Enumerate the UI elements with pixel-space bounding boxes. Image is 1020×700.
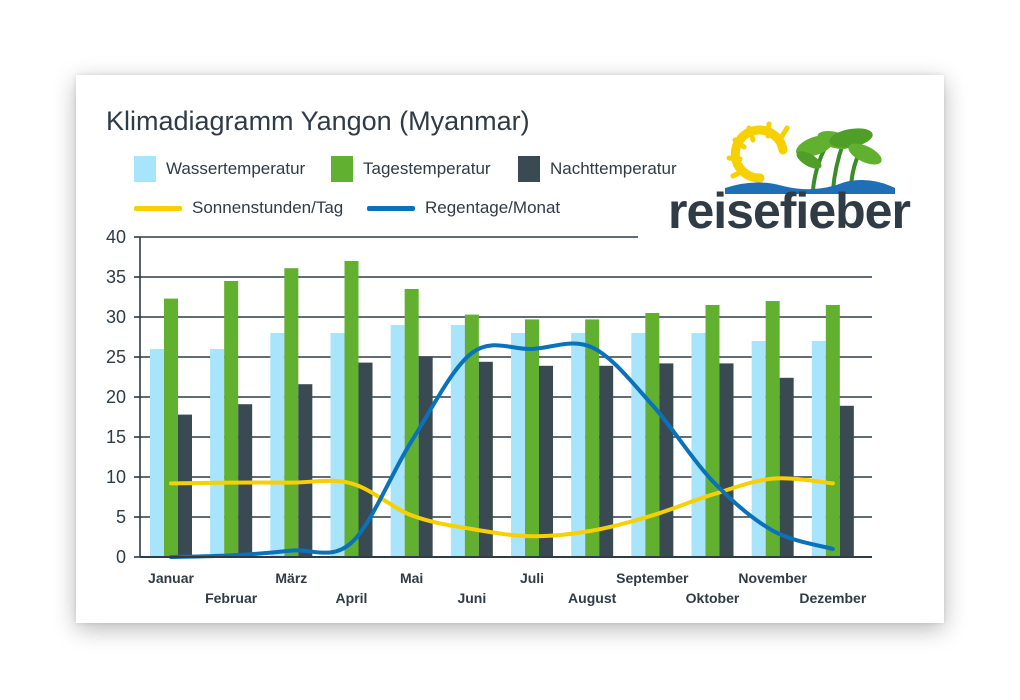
bar-tagestemperatur — [525, 319, 539, 557]
legend-label-sonne: Sonnenstunden/Tag — [192, 198, 344, 217]
x-tick-label: April — [336, 590, 368, 606]
bar-tagestemperatur — [224, 281, 239, 557]
bar-wassertemperatur — [811, 341, 826, 557]
bar-wassertemperatur — [270, 333, 285, 557]
legend-label-regen: Regentage/Monat — [425, 198, 561, 217]
bar-wassertemperatur — [330, 333, 345, 557]
bar-nachttemperatur — [719, 363, 734, 557]
legend-swatch-wasser — [134, 156, 156, 182]
chart-title: Klimadiagramm Yangon (Myanmar) — [106, 106, 530, 136]
bar-nachttemperatur — [839, 405, 854, 557]
y-tick-label: 5 — [116, 507, 126, 527]
x-tick-label: Oktober — [686, 590, 740, 606]
bar-wassertemperatur — [390, 325, 405, 557]
y-tick-label: 0 — [116, 547, 126, 567]
legend-line-regen — [367, 205, 415, 211]
bar-nachttemperatur — [298, 384, 313, 557]
bar-tagestemperatur — [344, 261, 359, 557]
bar-tagestemperatur — [585, 319, 600, 557]
y-tick-label: 30 — [106, 307, 126, 327]
x-tick-label: Februar — [205, 590, 258, 606]
bar-nachttemperatur — [178, 414, 192, 557]
legend-sonne: Sonnenstunden/Tag — [134, 198, 343, 218]
x-tick-label: Mai — [400, 570, 423, 586]
legend-swatch-tag — [331, 156, 353, 182]
x-tick-label: September — [616, 570, 689, 586]
bar-tagestemperatur — [645, 313, 660, 557]
bar-nachttemperatur — [659, 363, 674, 557]
bar-tagestemperatur — [825, 305, 840, 557]
legend-label-tag: Tagestemperatur — [363, 159, 491, 178]
bar-tagestemperatur — [705, 305, 720, 557]
legend-label-nacht: Nachttemperatur — [550, 159, 677, 178]
legend-tag: Tagestemperatur — [331, 156, 491, 182]
bar-wassertemperatur — [210, 349, 225, 557]
x-tick-label: März — [275, 570, 307, 586]
x-tick-label: August — [568, 590, 617, 606]
bar-tagestemperatur — [765, 301, 780, 557]
bar-nachttemperatur — [539, 365, 553, 557]
line-sonnenstunden — [169, 476, 835, 539]
wave-icon — [725, 180, 895, 194]
x-tick-label: November — [738, 570, 807, 586]
y-tick-label: 25 — [106, 347, 126, 367]
bar-wassertemperatur — [571, 333, 586, 557]
bar-wassertemperatur — [691, 333, 706, 557]
y-tick-label: 35 — [106, 267, 126, 287]
legend-swatch-nacht — [518, 156, 540, 182]
y-tick-label: 10 — [106, 467, 126, 487]
palm-trees-icon — [795, 128, 882, 191]
x-tick-label: Dezember — [799, 590, 866, 606]
legend-wasser: Wassertemperatur — [134, 156, 305, 182]
bar-tagestemperatur — [464, 314, 479, 557]
y-tick-label: 15 — [106, 427, 126, 447]
line-regentage — [169, 341, 835, 559]
reisefieber-logo — [725, 121, 895, 194]
legend-line-sonne — [134, 205, 182, 211]
x-tick-label: Juli — [520, 570, 544, 586]
bar-nachttemperatur — [478, 361, 493, 557]
bar-wassertemperatur — [450, 325, 465, 557]
bar-tagestemperatur — [164, 298, 178, 557]
bar-wassertemperatur — [150, 349, 164, 557]
sun-icon — [726, 121, 790, 183]
bar-nachttemperatur — [599, 365, 614, 557]
y-tick-label: 40 — [106, 227, 126, 247]
y-tick-label: 20 — [106, 387, 126, 407]
bar-wassertemperatur — [631, 333, 646, 557]
x-tick-label: Januar — [148, 570, 194, 586]
x-tick-label: Juni — [457, 590, 486, 606]
legend-label-wasser: Wassertemperatur — [166, 159, 306, 178]
bar-nachttemperatur — [358, 362, 373, 557]
legend-regen: Regentage/Monat — [367, 198, 560, 218]
bar-tagestemperatur — [404, 289, 419, 557]
bar-nachttemperatur — [779, 377, 794, 557]
bar-tagestemperatur — [284, 268, 299, 557]
bar-wassertemperatur — [511, 333, 525, 557]
legend-nacht: Nachttemperatur — [518, 156, 677, 182]
bar-nachttemperatur — [418, 356, 433, 557]
logo-text: reisefieber — [668, 183, 911, 239]
bar-wassertemperatur — [751, 341, 766, 557]
